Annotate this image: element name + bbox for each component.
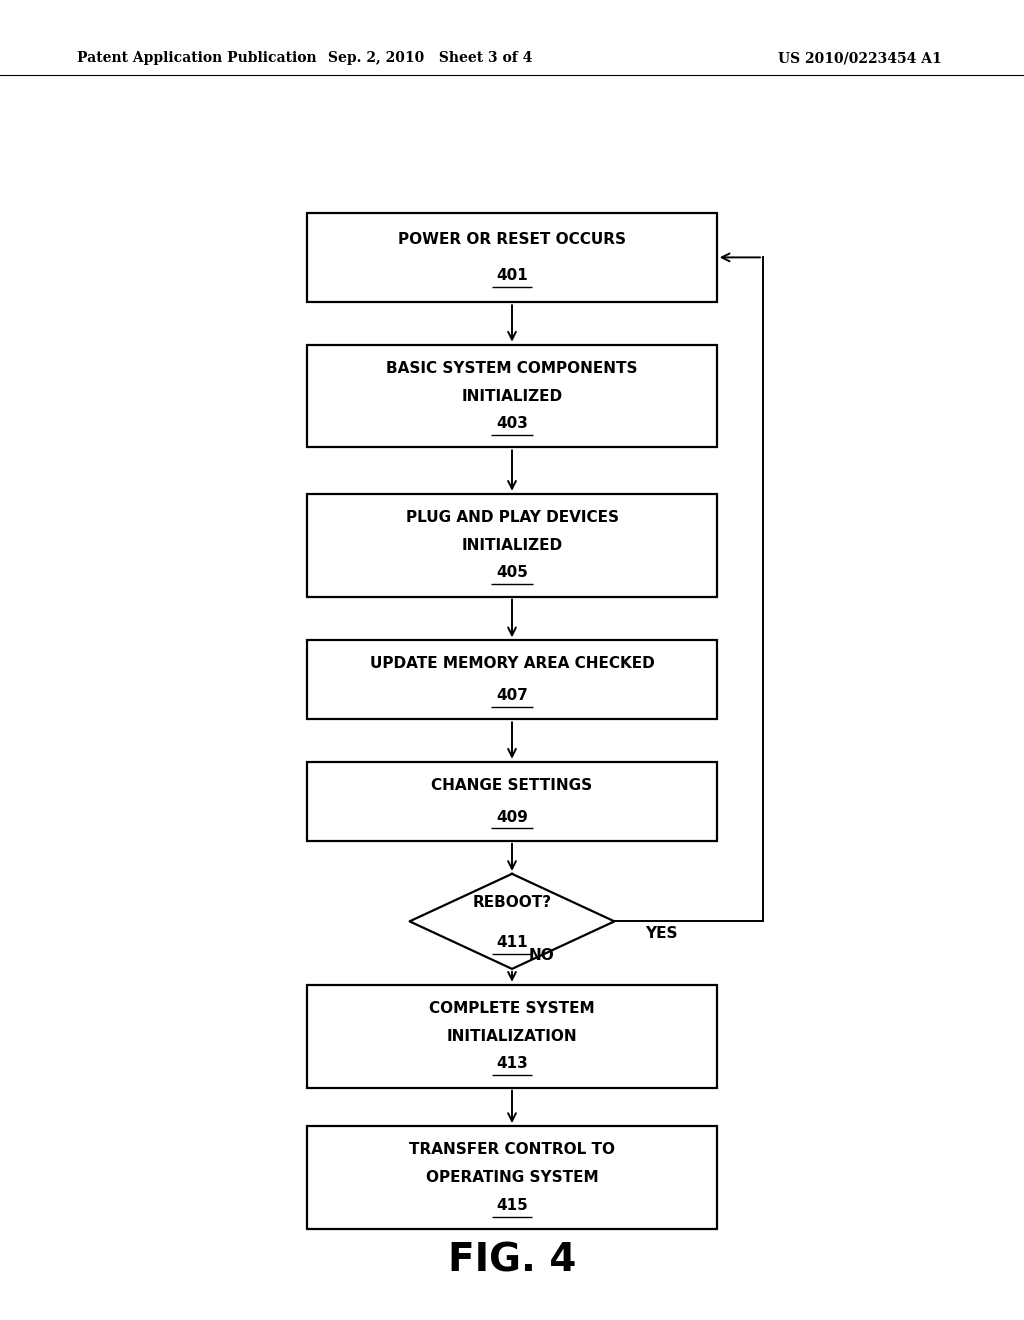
Text: FIG. 4: FIG. 4 <box>447 1242 577 1279</box>
Text: BASIC SYSTEM COMPONENTS: BASIC SYSTEM COMPONENTS <box>386 360 638 376</box>
Text: 411: 411 <box>497 935 527 950</box>
Text: POWER OR RESET OCCURS: POWER OR RESET OCCURS <box>398 232 626 247</box>
Bar <box>307 640 717 719</box>
Text: YES: YES <box>645 925 678 941</box>
Bar <box>307 494 717 597</box>
Text: Patent Application Publication: Patent Application Publication <box>77 51 316 65</box>
Bar <box>307 985 717 1088</box>
Text: 401: 401 <box>496 268 528 282</box>
Text: PLUG AND PLAY DEVICES: PLUG AND PLAY DEVICES <box>406 510 618 525</box>
Text: TRANSFER CONTROL TO: TRANSFER CONTROL TO <box>409 1142 615 1158</box>
Text: INITIALIZED: INITIALIZED <box>462 388 562 404</box>
Text: 413: 413 <box>496 1056 528 1072</box>
Text: 405: 405 <box>496 565 528 581</box>
Text: 403: 403 <box>496 416 528 432</box>
Text: INITIALIZATION: INITIALIZATION <box>446 1028 578 1044</box>
Bar <box>307 213 717 302</box>
Bar <box>307 1126 717 1229</box>
Polygon shape <box>410 874 614 969</box>
Text: CHANGE SETTINGS: CHANGE SETTINGS <box>431 777 593 793</box>
Bar <box>307 345 717 447</box>
Text: REBOOT?: REBOOT? <box>472 895 552 909</box>
Text: US 2010/0223454 A1: US 2010/0223454 A1 <box>778 51 942 65</box>
Text: 415: 415 <box>496 1197 528 1213</box>
Bar <box>307 762 717 841</box>
Text: 409: 409 <box>496 809 528 825</box>
Text: COMPLETE SYSTEM: COMPLETE SYSTEM <box>429 1001 595 1016</box>
Text: UPDATE MEMORY AREA CHECKED: UPDATE MEMORY AREA CHECKED <box>370 656 654 672</box>
Text: OPERATING SYSTEM: OPERATING SYSTEM <box>426 1170 598 1185</box>
Text: 407: 407 <box>496 688 528 704</box>
Text: NO: NO <box>528 948 554 964</box>
Text: Sep. 2, 2010   Sheet 3 of 4: Sep. 2, 2010 Sheet 3 of 4 <box>328 51 532 65</box>
Text: INITIALIZED: INITIALIZED <box>462 537 562 553</box>
